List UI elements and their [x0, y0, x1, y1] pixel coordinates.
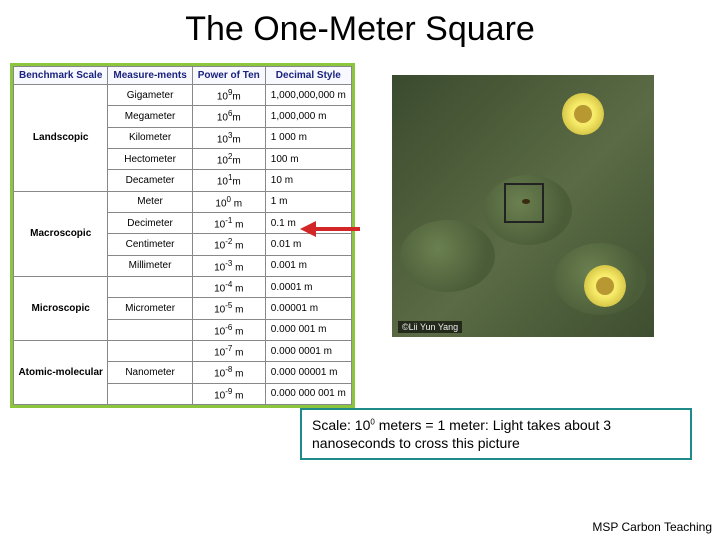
- power-cell: 10-3 m: [192, 255, 265, 276]
- power-cell: 100 m: [192, 191, 265, 212]
- lily-pad: [400, 220, 495, 292]
- table-row: Atomic-molecular10-7 m0.000 0001 m: [14, 340, 352, 361]
- scale-caption: Scale: 100 meters = 1 meter: Light takes…: [300, 408, 692, 460]
- table-row: Microscopic10-4 m0.0001 m: [14, 276, 352, 297]
- decimal-cell: 0.00001 m: [265, 298, 351, 319]
- power-cell: 103m: [192, 127, 265, 148]
- measurement-cell: Hectometer: [108, 148, 192, 169]
- flower-icon: [562, 93, 604, 135]
- benchmark-cell: Atomic-molecular: [14, 340, 108, 404]
- caption-prefix: Scale: 10: [312, 417, 370, 433]
- power-cell: 10-8 m: [192, 362, 265, 383]
- power-cell: 10-4 m: [192, 276, 265, 297]
- decimal-cell: 100 m: [265, 148, 351, 169]
- measurement-cell: Kilometer: [108, 127, 192, 148]
- decimal-cell: 10 m: [265, 170, 351, 191]
- measurement-cell: Decimeter: [108, 212, 192, 233]
- table-header-row: Benchmark Scale Measure-ments Power of T…: [14, 67, 352, 85]
- power-cell: 106m: [192, 106, 265, 127]
- pointer-arrow: [300, 221, 360, 237]
- measurement-cell: Nanometer: [108, 362, 192, 383]
- col-measurements: Measure-ments: [108, 67, 192, 85]
- measurement-cell: [108, 319, 192, 340]
- benchmark-cell: Macroscopic: [14, 191, 108, 276]
- power-cell: 10-1 m: [192, 212, 265, 233]
- measurement-cell: Megameter: [108, 106, 192, 127]
- power-cell: 101m: [192, 170, 265, 191]
- decimal-cell: 0.000 000 001 m: [265, 383, 351, 404]
- measurement-cell: Meter: [108, 191, 192, 212]
- power-cell: 10-6 m: [192, 319, 265, 340]
- decimal-cell: 0.001 m: [265, 255, 351, 276]
- measurement-cell: [108, 340, 192, 361]
- pond-image: ©Lii Yun Yang: [392, 75, 654, 337]
- power-cell: 109m: [192, 85, 265, 106]
- decimal-cell: 1,000,000,000 m: [265, 85, 351, 106]
- bee-icon: [522, 199, 530, 204]
- image-credit: ©Lii Yun Yang: [398, 321, 462, 333]
- measurement-cell: [108, 276, 192, 297]
- decimal-cell: 1 000 m: [265, 127, 351, 148]
- col-power: Power of Ten: [192, 67, 265, 85]
- power-cell: 10-5 m: [192, 298, 265, 319]
- decimal-cell: 1 m: [265, 191, 351, 212]
- flower-icon: [584, 265, 626, 307]
- table-row: LandscopicGigameter109m1,000,000,000 m: [14, 85, 352, 106]
- decimal-cell: 1,000,000 m: [265, 106, 351, 127]
- measurement-cell: [108, 383, 192, 404]
- table-row: MacroscopicMeter100 m1 m: [14, 191, 352, 212]
- footer-credit: MSP Carbon Teaching: [592, 520, 712, 534]
- power-cell: 102m: [192, 148, 265, 169]
- decimal-cell: 0.0001 m: [265, 276, 351, 297]
- col-decimal: Decimal Style: [265, 67, 351, 85]
- benchmark-cell: Microscopic: [14, 276, 108, 340]
- decimal-cell: 0.000 001 m: [265, 319, 351, 340]
- measurement-cell: Gigameter: [108, 85, 192, 106]
- page-title: The One-Meter Square: [0, 0, 720, 63]
- col-benchmark: Benchmark Scale: [14, 67, 108, 85]
- measurement-cell: Decameter: [108, 170, 192, 191]
- decimal-cell: 0.000 00001 m: [265, 362, 351, 383]
- arrow-line: [314, 227, 360, 231]
- measurement-cell: Centimeter: [108, 234, 192, 255]
- power-cell: 10-7 m: [192, 340, 265, 361]
- power-cell: 10-2 m: [192, 234, 265, 255]
- power-cell: 10-9 m: [192, 383, 265, 404]
- benchmark-cell: Landscopic: [14, 85, 108, 192]
- measurement-cell: Millimeter: [108, 255, 192, 276]
- measurement-cell: Micrometer: [108, 298, 192, 319]
- decimal-cell: 0.000 0001 m: [265, 340, 351, 361]
